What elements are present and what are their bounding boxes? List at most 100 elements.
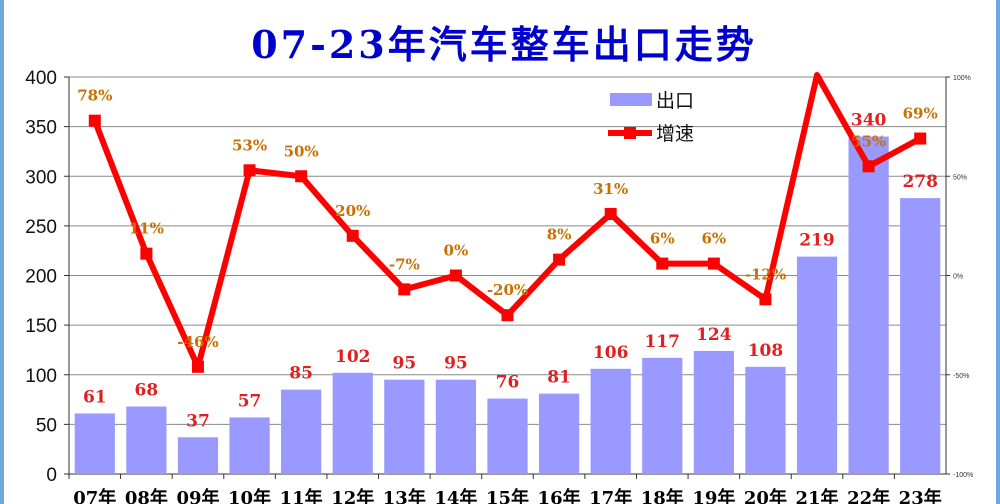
y2-tick-label: 100% — [953, 75, 971, 82]
x-tick-label: 12年 — [331, 487, 374, 504]
growth-label: 20% — [335, 202, 370, 220]
bar-value-label: 106 — [593, 343, 629, 363]
x-tick-label: 09年 — [176, 487, 219, 504]
x-tick-label: 11年 — [280, 487, 323, 504]
bar — [487, 398, 528, 474]
y2-tick-label: 0% — [953, 274, 963, 281]
growth-label: -7% — [389, 255, 420, 273]
growth-point — [862, 160, 875, 173]
growth-point — [346, 229, 359, 242]
x-tick-label: 20年 — [744, 487, 787, 504]
growth-label: 69% — [903, 105, 938, 123]
growth-label: 11% — [129, 220, 164, 238]
growth-label: 0% — [444, 242, 469, 260]
x-tick-label: 07年 — [73, 487, 116, 504]
growth-label: -12% — [745, 265, 786, 283]
growth-label: 6% — [650, 230, 675, 248]
y2-tick-label: -50% — [953, 373, 969, 380]
y-tick-label: 300 — [25, 167, 57, 188]
x-tick-label: 23年 — [899, 487, 942, 504]
x-tick-label: 15年 — [486, 487, 529, 504]
bar — [384, 379, 425, 474]
bar-value-label: 37 — [186, 411, 210, 431]
y-tick-label: 250 — [25, 217, 57, 238]
bar — [590, 368, 631, 474]
x-tick-label: 22年 — [847, 487, 890, 504]
y-tick-label: 50 — [36, 415, 57, 436]
bar-value-label: 61 — [83, 387, 107, 407]
y-tick-label: 200 — [25, 267, 57, 288]
growth-label: 6% — [702, 230, 727, 248]
x-tick-label: 19年 — [692, 487, 735, 504]
growth-point — [243, 164, 256, 177]
x-tick-label: 18年 — [641, 487, 684, 504]
growth-point — [398, 283, 411, 296]
x-tick-label: 10年 — [228, 487, 271, 504]
growth-label: -20% — [487, 281, 528, 299]
growth-label: -46% — [177, 333, 218, 351]
y-tick-label: 100 — [25, 366, 57, 387]
bar — [642, 357, 683, 474]
growth-point — [140, 247, 153, 260]
growth-point — [88, 114, 101, 127]
bar — [177, 437, 219, 474]
growth-point — [914, 132, 927, 145]
growth-line — [91, 72, 922, 370]
growth-label: 31% — [593, 180, 628, 198]
growth-point — [553, 253, 566, 266]
bar-value-label: 117 — [645, 332, 681, 352]
bar-value-label: 108 — [748, 341, 784, 361]
legend-label-bar: 出口 — [656, 90, 694, 112]
bar-value-label: 102 — [335, 347, 371, 367]
x-tick-label: 17年 — [589, 487, 632, 504]
bar-value-label: 124 — [696, 325, 732, 345]
bar — [435, 379, 477, 474]
bar — [848, 136, 889, 475]
bar-value-label: 57 — [238, 391, 262, 411]
bar-value-label: 219 — [799, 231, 835, 251]
bar-value-label: 95 — [392, 354, 416, 374]
y-tick-label: 350 — [25, 118, 57, 139]
bar — [332, 372, 373, 474]
y-tick-label: 0 — [46, 465, 57, 486]
bar — [693, 350, 734, 474]
y-tick-label: 150 — [25, 316, 57, 337]
x-tick-label: 13年 — [383, 487, 426, 504]
bar — [745, 366, 786, 474]
bar — [229, 417, 270, 474]
bar-value-label: 278 — [902, 172, 938, 192]
x-tick-label: 14年 — [434, 487, 477, 504]
x-tick-label: 08年 — [125, 487, 168, 504]
y-tick-label: 400 — [25, 68, 57, 89]
growth-point — [656, 257, 669, 270]
bar-value-label: 81 — [547, 368, 571, 388]
growth-label: 78% — [77, 87, 112, 105]
growth-label: 50% — [284, 142, 319, 160]
growth-point — [295, 170, 308, 183]
bar — [281, 389, 322, 474]
growth-label: 53% — [232, 136, 267, 154]
x-tick-label: 21年 — [795, 487, 838, 504]
growth-point — [604, 207, 617, 220]
y2-tick-label: 50% — [953, 174, 967, 181]
growth-point — [449, 269, 462, 282]
bar — [126, 406, 167, 474]
bar-value-label: 85 — [289, 364, 313, 384]
growth-point — [759, 293, 772, 306]
bar-value-label: 340 — [851, 111, 887, 131]
growth-point — [707, 257, 720, 270]
legend-swatch-marker — [624, 127, 636, 139]
growth-point — [191, 360, 204, 373]
bar — [900, 198, 941, 474]
bar — [74, 413, 115, 474]
bar-value-label: 76 — [496, 373, 520, 393]
bar — [796, 256, 838, 474]
legend-swatch-bar — [610, 93, 652, 106]
bar — [538, 393, 580, 474]
bar-value-label: 68 — [135, 381, 159, 401]
growth-label: 55% — [851, 132, 886, 150]
bar-value-label: 95 — [444, 354, 468, 374]
y2-tick-label: -100% — [953, 472, 973, 479]
x-tick-label: 16年 — [538, 487, 581, 504]
